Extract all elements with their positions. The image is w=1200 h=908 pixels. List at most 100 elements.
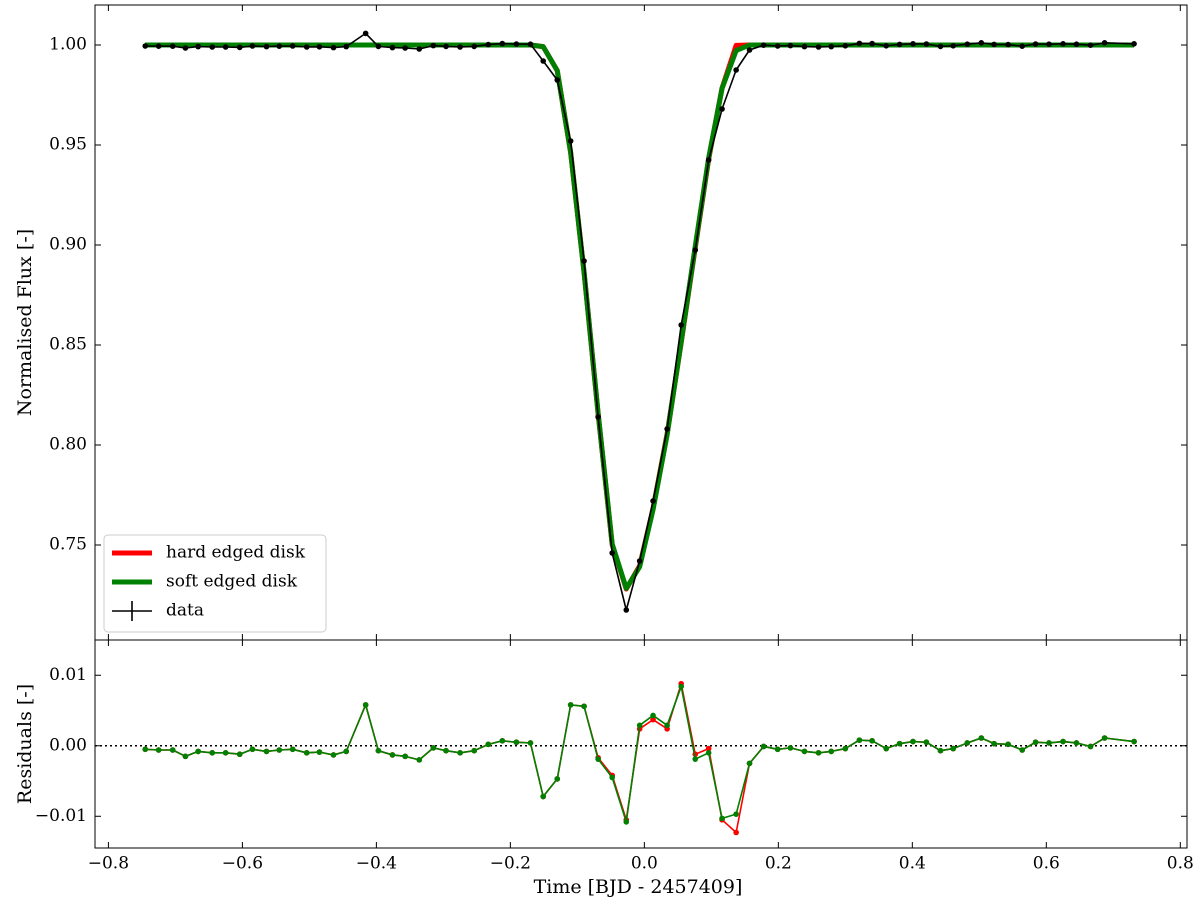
series-line [145, 682, 1135, 834]
data-point [485, 41, 492, 48]
data-point [950, 43, 956, 49]
data-point [567, 702, 574, 708]
data-point [705, 745, 712, 752]
data-point [554, 77, 561, 83]
data-point [169, 43, 176, 49]
y-tick-label: 0.90 [49, 235, 87, 255]
data-point [263, 748, 270, 755]
data-point [937, 43, 944, 50]
data-point [1073, 740, 1080, 746]
data-point [1087, 743, 1094, 750]
data-point [1005, 41, 1011, 48]
data-point [883, 745, 889, 752]
data-point [209, 750, 216, 756]
data-point [430, 42, 437, 49]
data-point [910, 41, 916, 47]
data-point [787, 745, 794, 751]
data-point [595, 756, 601, 762]
data-point [513, 41, 520, 47]
data-point [389, 44, 396, 51]
data-point [746, 47, 753, 53]
data-point [499, 738, 506, 744]
data-point [991, 41, 997, 48]
data-point [222, 750, 229, 756]
data-point [705, 157, 712, 163]
data-point [1046, 740, 1052, 746]
data-point [950, 745, 956, 752]
data-point [1019, 747, 1025, 753]
data-point [692, 756, 699, 762]
data-point [416, 757, 423, 763]
data-point [719, 106, 725, 112]
data-point [1131, 41, 1137, 47]
data-point [1060, 738, 1066, 745]
data-point [664, 426, 670, 432]
data-point [581, 703, 587, 710]
y-tick-label: 0.01 [49, 665, 87, 685]
data-point [964, 740, 971, 746]
data-point [303, 750, 310, 756]
data-point [567, 138, 574, 144]
data-point [169, 747, 176, 753]
data-point [362, 30, 369, 37]
data-point [303, 44, 310, 50]
data-point [1032, 739, 1039, 746]
data-point [263, 43, 270, 50]
data-point [896, 41, 903, 48]
data-point [443, 747, 449, 754]
data-point [316, 749, 323, 755]
data-point [457, 44, 463, 50]
data-point [471, 747, 477, 754]
y-tick-label: 0.85 [49, 335, 87, 355]
data-point [842, 745, 849, 752]
data-point [733, 811, 739, 817]
x-axis-label: Time [BJD - 2457409] [534, 876, 743, 898]
data-point [343, 43, 350, 50]
data-point [774, 43, 781, 49]
data-point [705, 750, 712, 756]
x-tick-label: 0.4 [899, 854, 926, 874]
data-point [236, 44, 243, 51]
x-tick-label: 0.2 [765, 854, 792, 874]
y-tick-label: −0.01 [35, 806, 87, 826]
data-point [828, 748, 835, 755]
data-point [869, 738, 875, 744]
data-point [457, 750, 463, 756]
data-point [142, 43, 149, 49]
y-tick-label: 0.95 [49, 135, 87, 155]
legend: hard edged disk soft edged disk data [103, 534, 327, 633]
data-point [623, 607, 630, 613]
data-point [182, 753, 189, 760]
y-tick-label: 0.75 [49, 535, 87, 555]
data-point [289, 746, 296, 753]
y-tick-label: 0.00 [49, 735, 87, 755]
data-point [636, 722, 643, 729]
legend-box [103, 534, 327, 633]
data-point [1032, 41, 1039, 47]
data-point [236, 751, 243, 758]
data-point [276, 43, 283, 49]
data-point [910, 738, 916, 745]
data-point [276, 747, 283, 753]
data-point [375, 43, 382, 50]
data-point [842, 43, 849, 49]
legend-label: data [166, 601, 204, 621]
series-line [145, 42, 1135, 591]
data-point [330, 752, 337, 758]
data-point [1060, 41, 1066, 47]
data-point [443, 43, 449, 50]
x-tick-label: −0.6 [222, 854, 263, 874]
data-point [733, 67, 739, 73]
data-point [330, 44, 337, 51]
data-point [1087, 42, 1094, 48]
data-point [316, 44, 323, 50]
y-tick-label: 0.80 [49, 435, 87, 455]
x-tick-label: −0.2 [490, 854, 531, 874]
data-point [1131, 738, 1137, 745]
x-tick-label: 0.8 [1167, 854, 1194, 874]
data-point [513, 739, 520, 746]
data-point [787, 42, 794, 49]
data-point [664, 722, 670, 729]
data-point [142, 746, 149, 753]
data-point [540, 58, 546, 64]
